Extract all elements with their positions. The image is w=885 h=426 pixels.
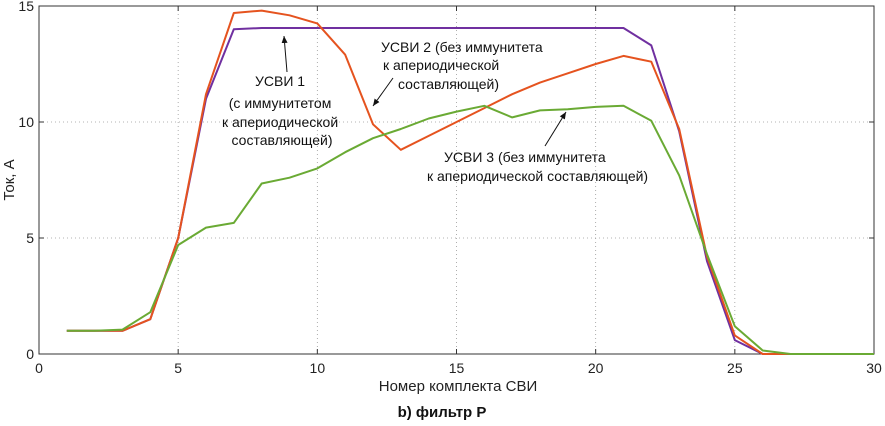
- tick-labels: 0 5 10 15 20 25 30 0 5 10 15: [18, 0, 882, 376]
- annotation-usvi-1-line-4: составляющей): [232, 132, 333, 148]
- x-tick-label: 20: [588, 360, 604, 376]
- y-tick-label: 0: [26, 346, 34, 362]
- x-tick-label: 0: [35, 360, 43, 376]
- y-tick-label: 15: [18, 0, 34, 14]
- annotation-usvi-1-line-1: УСВИ 1: [255, 73, 305, 89]
- x-tick-label: 5: [174, 360, 182, 376]
- x-tick-label: 30: [866, 360, 882, 376]
- y-tick-label: 5: [26, 230, 34, 246]
- annotation-usvi-1-line-3: к апериодической: [222, 114, 338, 130]
- x-tick-label: 25: [727, 360, 743, 376]
- annotation-usvi-3-line-1: УСВИ 3 (без иммунитета: [444, 149, 606, 165]
- annotation-usvi-3-line-2: к апериодической составляющей): [427, 168, 648, 184]
- series-lines: [66, 9, 874, 355]
- annotation-usvi-3: УСВИ 3 (без иммунитета к апериодической …: [427, 149, 648, 184]
- y-axis-label: Ток, А: [1, 159, 18, 200]
- annotation-usvi-2-line-3: составляющей): [398, 76, 499, 92]
- annotation-usvi-1: УСВИ 1 (с иммунитетом к апериодической с…: [222, 73, 342, 148]
- annotation-usvi-1-line-2: (с иммунитетом: [229, 95, 332, 111]
- x-tick-label: 10: [310, 360, 326, 376]
- annotation-usvi-1-arrow: [281, 35, 288, 73]
- axes: [38, 5, 875, 355]
- annotations: УСВИ 1 (с иммунитетом к апериодической с…: [222, 35, 648, 184]
- series-line-s3: [66, 104, 874, 355]
- x-tick-label: 15: [449, 360, 465, 376]
- figure-caption: b) фильтр P: [398, 404, 487, 421]
- x-axis-label: Номер комплекта СВИ: [379, 378, 538, 395]
- annotation-usvi-2: УСВИ 2 (без иммунитета к апериодической …: [381, 39, 547, 92]
- series-line-s2: [66, 9, 874, 355]
- annotation-usvi-2-line-1: УСВИ 2 (без иммунитета: [381, 39, 543, 55]
- annotation-usvi-2-line-2: к апериодической: [383, 57, 499, 73]
- y-tick-label: 10: [18, 114, 34, 130]
- annotation-usvi-2-arrow: [372, 77, 394, 107]
- annotation-usvi-3-arrow: [544, 111, 567, 147]
